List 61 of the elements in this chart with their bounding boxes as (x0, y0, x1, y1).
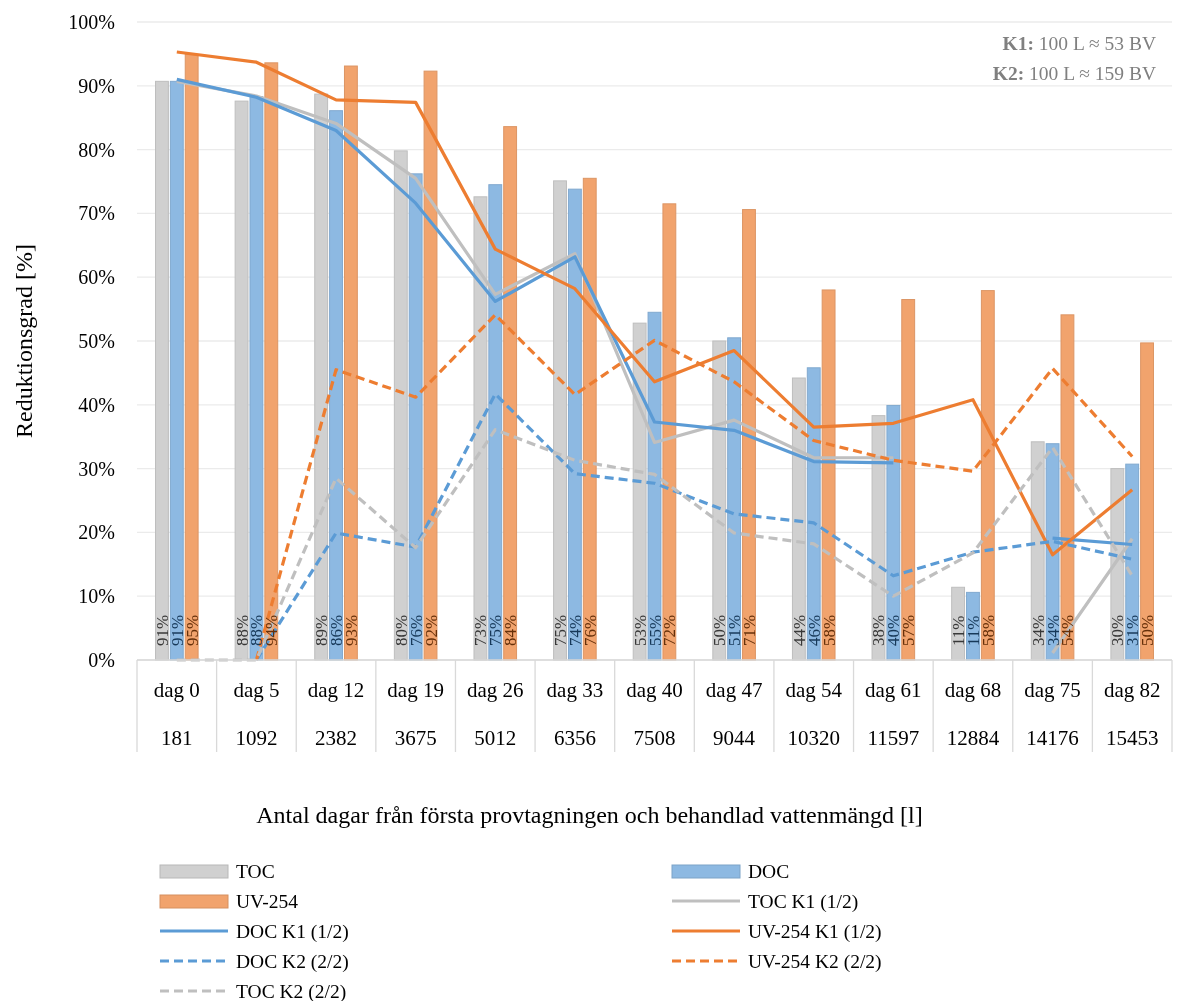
x-tick-label: dag 19 3675 (387, 678, 444, 751)
x-tick-label: dag 68 12884 (944, 678, 1002, 751)
x-tick-label: dag 54 10320 (785, 678, 843, 751)
x-tick-label: dag 0 181 (153, 678, 200, 751)
y-tick-label: 80% (78, 138, 115, 161)
y-tick-label: 90% (78, 74, 115, 97)
bar (806, 367, 821, 661)
y-tick-label: 60% (78, 266, 115, 289)
bar (343, 65, 358, 661)
y-tick-label: 50% (78, 330, 115, 352)
x-tick-label: dag 82 15453 (1103, 678, 1161, 751)
bar (582, 177, 597, 661)
bar (503, 126, 518, 661)
bar (329, 110, 343, 661)
bar (169, 80, 184, 661)
bar (408, 173, 423, 661)
x-axis-title: Antal dagar från första provtagningen och behandlad vattenmängd [l] (256, 802, 923, 829)
legend-label: DOC K2 (2/2) (236, 950, 349, 973)
bar (821, 289, 836, 661)
y-tick-label: 100% (68, 11, 115, 33)
bar (901, 299, 916, 661)
bar (727, 337, 742, 661)
bar (1060, 314, 1075, 661)
annotation: K2: 100 L ≈ 159 BV (992, 63, 1156, 84)
x-tick-label: dag 47 9044 (705, 678, 763, 751)
x-tick-label: dag 40 7508 (626, 678, 683, 751)
y-tick-label: 20% (78, 521, 115, 544)
bar (647, 311, 662, 661)
legend-label: UV-254 K1 (1/2) (748, 920, 882, 943)
bar (567, 188, 582, 661)
bar (1125, 463, 1140, 661)
x-tick-label: dag 33 6356 (546, 678, 604, 751)
bar (1045, 443, 1060, 661)
bar (980, 290, 995, 661)
x-tick-label: dag 75 14176 (1024, 678, 1081, 751)
x-tick-label: dag 12 2382 (307, 678, 365, 751)
y-tick-label: 40% (78, 393, 115, 416)
y-tick-label: 70% (78, 202, 115, 225)
legend-label: UV-254 K2 (2/2) (748, 950, 882, 973)
bar (249, 96, 264, 661)
bar (184, 54, 199, 661)
bar (423, 70, 438, 661)
legend-label: UV-254 (236, 890, 299, 912)
x-tick-label: dag 26 5012 (466, 678, 524, 751)
legend-label: DOC (748, 860, 790, 882)
bar (662, 203, 677, 661)
legend-label: DOC K1 (1/2) (236, 920, 349, 943)
annotation: K1: 100 L ≈ 53 BV (1002, 33, 1156, 54)
bar (264, 62, 279, 661)
x-tick-label: dag 61 11597 (865, 678, 922, 751)
legend-label: TOC (236, 860, 275, 882)
y-tick-label: 0% (88, 649, 115, 671)
y-tick-label: 30% (78, 457, 115, 480)
y-axis-title: Reduktionsgrad [%] (11, 244, 37, 438)
x-tick-label: dag 5 1092 (233, 678, 280, 751)
y-tick-label: 10% (78, 585, 115, 608)
bar (488, 184, 503, 661)
bar (742, 209, 756, 661)
bar (886, 404, 901, 661)
legend-label: TOC K1 (1/2) (748, 890, 859, 913)
bar (1140, 342, 1154, 661)
